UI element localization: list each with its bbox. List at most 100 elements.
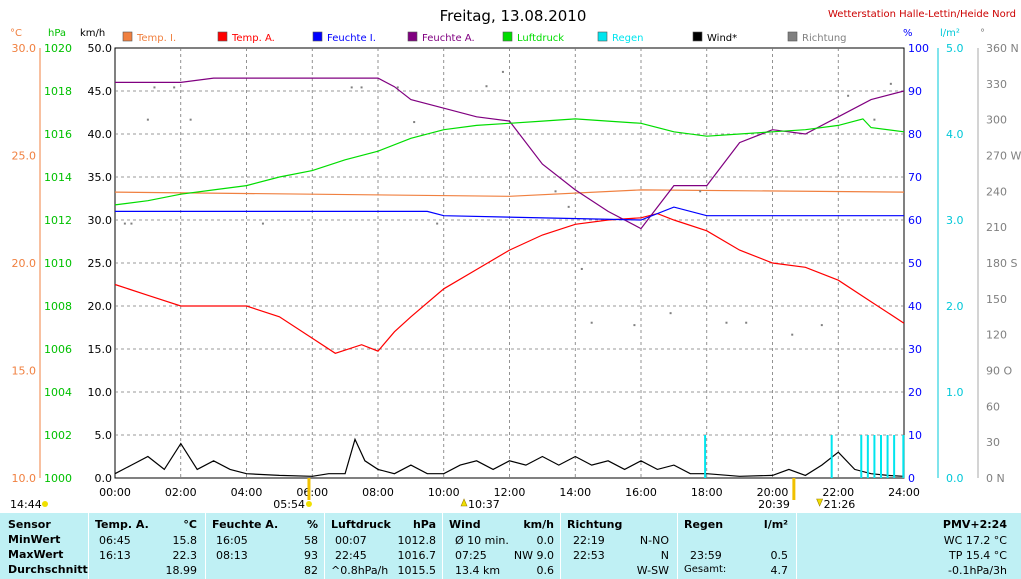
unit-temp: °C <box>10 28 22 39</box>
legend-label: Wind* <box>707 33 737 44</box>
axes: 30.025.020.015.010.010201018101610141012… <box>12 42 1021 499</box>
point-richtung <box>580 267 583 270</box>
header-press-unit: hPa <box>412 518 436 531</box>
tick-label-temp: 10.0 <box>12 472 37 485</box>
tick-label-press: 1014 <box>44 171 72 184</box>
col-temp: Temp. A. °C 06:45 15.8 16:13 22.3 18.99 <box>89 513 205 579</box>
header-wind: Wind <box>449 518 481 531</box>
press-max-time: 22:45 <box>335 549 367 562</box>
tick-label-wind: 30.0 <box>88 214 113 227</box>
tick-label-press: 1000 <box>44 472 72 485</box>
line-luftdruck <box>114 118 905 206</box>
tick-label-rain: 3.0 <box>946 214 964 227</box>
col-wind: Wind km/h Ø 10 min. 0.0 07:25 NW 9.0 13.… <box>443 513 560 579</box>
header-rain: Regen <box>684 518 724 531</box>
wind-max-time: 07:25 <box>455 549 487 562</box>
tick-label-hum: 70 <box>908 171 922 184</box>
legend-swatch <box>597 31 608 42</box>
tick-label-hum: 50 <box>908 257 922 270</box>
plot-area <box>114 47 905 479</box>
tick-label-dir: 180 S <box>986 257 1017 270</box>
dir-avg: W-SW <box>636 564 669 577</box>
temp-avg: 18.99 <box>165 564 198 577</box>
tick-label-hum: 100 <box>908 42 929 55</box>
unit-hum: % <box>903 28 913 39</box>
legend-label: Regen <box>612 33 644 44</box>
col-rain: Regen l/m² 23:59 0.5 Gesamt: 4.7 <box>678 513 796 579</box>
press-avg: 1015.5 <box>397 564 437 577</box>
hum-min-time: 16:05 <box>216 534 248 547</box>
windchill: WC 17.2 °C <box>943 534 1007 547</box>
legend-swatch <box>692 31 703 42</box>
col-press: Luftdruck hPa 00:07 1012.8 22:45 1016.7 … <box>325 513 442 579</box>
wind-max: NW 9.0 <box>513 549 554 562</box>
header-hum-unit: % <box>306 518 318 531</box>
point-richtung <box>669 312 672 315</box>
hum-avg: 82 <box>304 564 318 577</box>
chart-title: Freitag, 13.08.2010 <box>440 7 587 25</box>
tick-label-hum: 30 <box>908 343 922 356</box>
weather-chart: Freitag, 13.08.2010 Wetterstation Halle-… <box>10 7 1021 511</box>
line-feuchte-i <box>115 206 904 221</box>
station-name: Wetterstation Halle-Lettin/Heide Nord <box>828 9 1016 20</box>
temp-min: 15.8 <box>172 534 198 547</box>
tick-label-dir: 360 N <box>986 42 1019 55</box>
point-richtung <box>130 222 133 225</box>
tick-label-wind: 10.0 <box>88 386 113 399</box>
line-temp-a <box>114 212 905 354</box>
tick-label-temp: 25.0 <box>12 150 37 163</box>
unit-dir: ° <box>980 28 985 39</box>
legend-swatch <box>787 31 798 42</box>
tick-label-time: 06:00 <box>296 486 328 499</box>
point-richtung <box>791 333 794 336</box>
moon-icon <box>816 498 824 507</box>
sunset-time: 20:39 <box>758 498 790 511</box>
point-richtung <box>173 86 176 89</box>
col-sensor: Sensor MinWert MaxWert Durchschnitt <box>0 513 88 579</box>
dir-min: N-NO <box>639 534 669 547</box>
row-label-avg: Durchschnitt <box>8 563 88 576</box>
dir-min-time: 22:19 <box>573 534 605 547</box>
unit-wind: km/h <box>80 28 105 39</box>
tick-label-dir: 0 N <box>986 472 1005 485</box>
legend-label: Temp. A. <box>231 33 275 44</box>
line-temp-i <box>114 189 905 197</box>
tick-label-wind: 40.0 <box>88 128 113 141</box>
point-richtung <box>567 205 570 208</box>
temp-max: 22.3 <box>172 549 198 562</box>
tick-label-dir: 150 <box>986 293 1007 306</box>
tick-label-time: 14:00 <box>559 486 591 499</box>
legend-swatch <box>122 31 133 42</box>
header-press: Luftdruck <box>331 518 391 531</box>
sunrise-time: 05:54 <box>273 498 305 511</box>
rain-max-time: 23:59 <box>690 549 722 562</box>
row-label-min: MinWert <box>8 533 61 546</box>
point-richtung <box>590 321 593 324</box>
tick-label-wind: 45.0 <box>88 85 113 98</box>
tick-label-press: 1008 <box>44 300 72 313</box>
point-richtung <box>396 86 399 89</box>
wind-avg10: 0.0 <box>536 534 555 547</box>
tick-label-temp: 15.0 <box>12 365 37 378</box>
rain-total: 4.7 <box>770 564 789 577</box>
col-hum: Feuchte A. % 16:05 58 08:13 93 82 <box>206 513 324 579</box>
tick-label-hum: 90 <box>908 85 922 98</box>
point-richtung <box>745 321 748 324</box>
wind-avg: 0.6 <box>536 564 555 577</box>
header-pmv: PMV+2:24 <box>942 518 1007 531</box>
legend-label: Feuchte A. <box>422 33 475 44</box>
hum-max: 93 <box>304 549 318 562</box>
tick-label-dir: 30 <box>986 436 1000 449</box>
rain-max: 0.5 <box>770 549 789 562</box>
legend-label: Feuchte I. <box>327 33 376 44</box>
point-richtung <box>725 321 728 324</box>
sun-icon <box>42 501 48 507</box>
tick-label-press: 1018 <box>44 85 72 98</box>
unit-rain: l/m² <box>940 28 960 39</box>
point-richtung <box>413 121 416 124</box>
tick-label-rain: 0.0 <box>946 472 964 485</box>
tick-label-dir: 90 O <box>986 365 1012 378</box>
header-temp-unit: °C <box>183 518 197 531</box>
tick-label-wind: 50.0 <box>88 42 113 55</box>
press-trend: ^0.8hPa/h <box>331 564 389 577</box>
